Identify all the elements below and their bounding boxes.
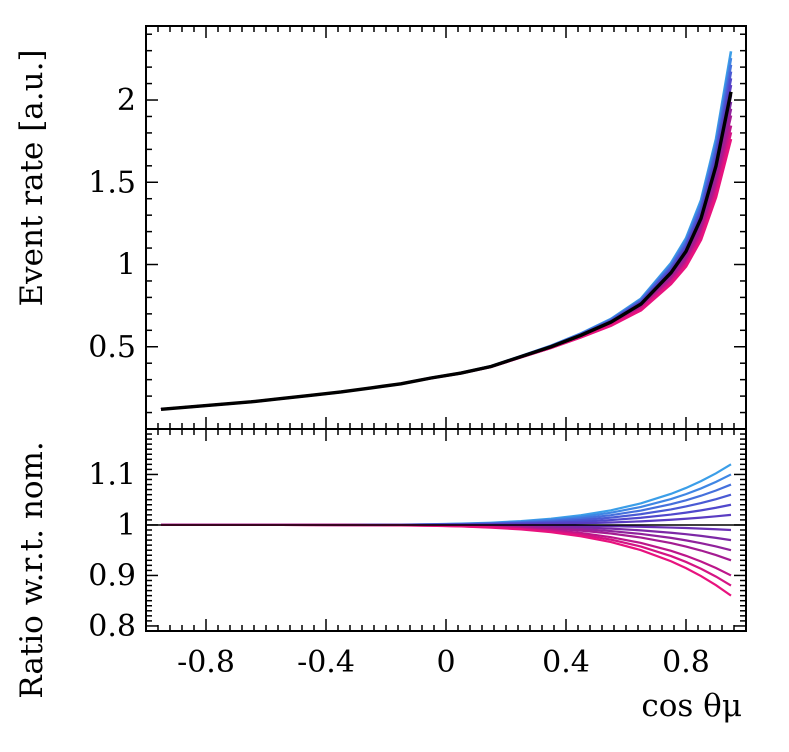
variation-line-top-7 (161, 102, 731, 409)
x-tick-label: 0 (436, 645, 455, 680)
top-y-axis-label: Event rate [a.u.] (14, 49, 50, 306)
top-panel-frame (146, 26, 746, 429)
nominal-line (161, 92, 731, 409)
variation-line-top-9 (161, 115, 731, 409)
x-tick-label: -0.4 (297, 645, 355, 680)
bottom-panel-frame (146, 429, 746, 631)
x-tick-label: 0.8 (662, 645, 710, 680)
variation-line-top-3 (161, 72, 731, 410)
bottom-y-tick-label: 1.1 (88, 457, 136, 492)
variation-line-top-4 (161, 78, 731, 409)
variation-line-top-1 (161, 58, 731, 409)
top-y-tick-label: 1 (117, 248, 136, 283)
top-series-group (161, 51, 731, 409)
bottom-series-group (161, 464, 731, 595)
variation-line-ratio-0 (161, 464, 731, 525)
top-y-tick-label: 2 (117, 83, 136, 118)
variation-line-top-5 (161, 85, 731, 409)
variation-line-top-6 (161, 95, 731, 409)
x-tick-label: 0.4 (542, 645, 590, 680)
variation-line-top-10 (161, 126, 731, 410)
top-y-tick-label: 1.5 (88, 165, 136, 200)
variation-line-ratio-10 (161, 525, 731, 576)
top-y-tick-label: 0.5 (88, 330, 136, 365)
x-tick-label: -0.8 (177, 645, 235, 680)
bottom-y-axis-label: Ratio w.r.t. nom. (14, 441, 50, 698)
tick-labels: 0.5 1 1.5 2 0.8 0.9 1 1.1 -0.8 -0.4 0 0.4 0.8 (88, 83, 710, 680)
bottom-y-tick-label: 1 (117, 508, 136, 543)
variation-line-top-0 (161, 51, 731, 409)
bottom-y-tick-label: 0.8 (88, 609, 136, 644)
variation-line-top-8 (161, 109, 731, 410)
x-axis-label: cos θμ (641, 688, 742, 724)
variation-line-top-11 (161, 132, 731, 409)
variation-line-top-12 (161, 139, 731, 409)
bottom-y-tick-label: 0.9 (88, 558, 136, 593)
variation-line-top-2 (161, 65, 731, 409)
